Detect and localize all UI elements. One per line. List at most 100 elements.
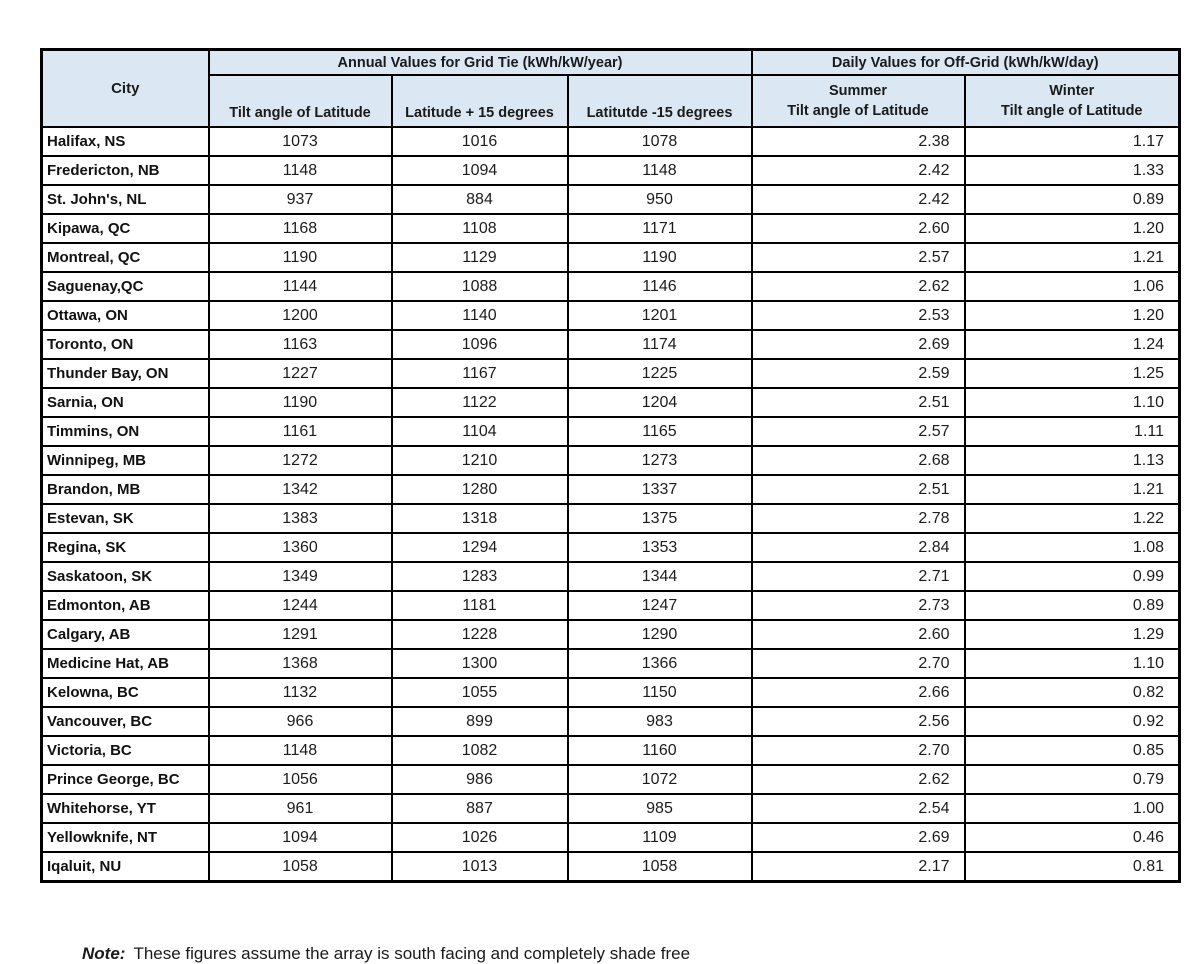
column-header-latitude-plus-15: Latitude + 15 degrees (390, 74, 569, 128)
table-header: City Annual Values for Grid Tie (kWh/kW/… (40, 48, 1181, 128)
city-cell: Saguenay,QC (40, 271, 210, 302)
table-row: Whitehorse, YT 961 887 985 2.54 1.00 (40, 793, 1181, 824)
value-cell: 2.62 (750, 271, 966, 302)
value-cell: 0.81 (963, 851, 1181, 883)
value-cell: 2.71 (750, 561, 966, 592)
city-cell: Calgary, AB (40, 619, 210, 650)
value-cell: 961 (207, 793, 393, 824)
value-cell: 1.08 (963, 532, 1181, 563)
table-row: Halifax, NS 1073 1016 1078 2.38 1.17 (40, 126, 1181, 157)
value-cell: 1.29 (963, 619, 1181, 650)
value-cell: 0.79 (963, 764, 1181, 795)
column-header-latitude-minus-15: Latitutde -15 degrees (566, 74, 753, 128)
table-row: Saskatoon, SK 1349 1283 1344 2.71 0.99 (40, 561, 1181, 592)
value-cell: 1294 (390, 532, 569, 563)
table-row: Kipawa, QC 1168 1108 1171 2.60 1.20 (40, 213, 1181, 244)
table-row: Ottawa, ON 1200 1140 1201 2.53 1.20 (40, 300, 1181, 331)
value-cell: 1096 (390, 329, 569, 360)
column-header-winter: Winter Tilt angle of Latitude (963, 74, 1181, 128)
value-cell: 1140 (390, 300, 569, 331)
value-cell: 1272 (207, 445, 393, 476)
value-cell: 2.70 (750, 735, 966, 766)
table-row: Kelowna, BC 1132 1055 1150 2.66 0.82 (40, 677, 1181, 708)
value-cell: 1160 (566, 735, 753, 766)
value-cell: 1171 (566, 213, 753, 244)
value-cell: 1058 (207, 851, 393, 883)
summer-label: Summer (828, 83, 888, 99)
value-cell: 1353 (566, 532, 753, 563)
value-cell: 1144 (207, 271, 393, 302)
value-cell: 2.51 (750, 474, 966, 505)
value-cell: 1.10 (963, 648, 1181, 679)
value-cell: 986 (390, 764, 569, 795)
value-cell: 1200 (207, 300, 393, 331)
value-cell: 1247 (566, 590, 753, 621)
value-cell: 1.20 (963, 213, 1181, 244)
value-cell: 1.21 (963, 242, 1181, 273)
city-cell: Thunder Bay, ON (40, 358, 210, 389)
value-cell: 1244 (207, 590, 393, 621)
footnote-text: These figures assume the array is south … (133, 944, 691, 963)
value-cell: 1.06 (963, 271, 1181, 302)
value-cell: 1056 (207, 764, 393, 795)
footnote-prefix: Note: (82, 944, 126, 963)
table-row: Toronto, ON 1163 1096 1174 2.69 1.24 (40, 329, 1181, 360)
value-cell: 0.89 (963, 184, 1181, 215)
value-cell: 2.84 (750, 532, 966, 563)
value-cell: 2.51 (750, 387, 966, 418)
value-cell: 1088 (390, 271, 569, 302)
city-cell: Edmonton, AB (40, 590, 210, 621)
value-cell: 937 (207, 184, 393, 215)
city-cell: Victoria, BC (40, 735, 210, 766)
value-cell: 1280 (390, 474, 569, 505)
column-header-city: City (40, 48, 210, 128)
column-header-summer: Summer Tilt angle of Latitude (750, 74, 966, 128)
footnote: Note: These figures assume the array is s… (82, 944, 690, 964)
value-cell: 983 (566, 706, 753, 737)
table-row: Fredericton, NB 1148 1094 1148 2.42 1.33 (40, 155, 1181, 186)
value-cell: 2.42 (750, 155, 966, 186)
table-row: Saguenay,QC 1144 1088 1146 2.62 1.06 (40, 271, 1181, 302)
city-cell: Kipawa, QC (40, 213, 210, 244)
value-cell: 1161 (207, 416, 393, 447)
value-cell: 1368 (207, 648, 393, 679)
value-cell: 1342 (207, 474, 393, 505)
value-cell: 0.85 (963, 735, 1181, 766)
value-cell: 1344 (566, 561, 753, 592)
table-row: Calgary, AB 1291 1228 1290 2.60 1.29 (40, 619, 1181, 650)
value-cell: 2.62 (750, 764, 966, 795)
summer-sublabel: Tilt angle of Latitude (787, 103, 929, 119)
value-cell: 1318 (390, 503, 569, 534)
value-cell: 1225 (566, 358, 753, 389)
table-body: Halifax, NS 1073 1016 1078 2.38 1.17 Frederict… (40, 126, 1181, 883)
value-cell: 2.68 (750, 445, 966, 476)
value-cell: 0.99 (963, 561, 1181, 592)
table-row: Yellowknife, NT 1094 1026 1109 2.69 0.46 (40, 822, 1181, 853)
value-cell: 1016 (390, 126, 569, 157)
group-header-annual-grid-tie: Annual Values for Grid Tie (kWh/kW/year) (207, 48, 753, 76)
value-cell: 2.42 (750, 184, 966, 215)
table-row: Medicine Hat, AB 1368 1300 1366 2.70 1.10 (40, 648, 1181, 679)
table-row: Estevan, SK 1383 1318 1375 2.78 1.22 (40, 503, 1181, 534)
city-cell: Winnipeg, MB (40, 445, 210, 476)
column-header-tilt-latitude: Tilt angle of Latitude (207, 74, 393, 128)
value-cell: 2.56 (750, 706, 966, 737)
value-cell: 1013 (390, 851, 569, 883)
value-cell: 1227 (207, 358, 393, 389)
value-cell: 1165 (566, 416, 753, 447)
city-cell: Estevan, SK (40, 503, 210, 534)
value-cell: 1109 (566, 822, 753, 853)
value-cell: 1337 (566, 474, 753, 505)
value-cell: 1072 (566, 764, 753, 795)
winter-sublabel: Tilt angle of Latitude (1000, 103, 1143, 119)
value-cell: 1.00 (963, 793, 1181, 824)
value-cell: 1094 (390, 155, 569, 186)
value-cell: 1078 (566, 126, 753, 157)
table-row: Montreal, QC 1190 1129 1190 2.57 1.21 (40, 242, 1181, 273)
city-cell: Kelowna, BC (40, 677, 210, 708)
city-cell: Whitehorse, YT (40, 793, 210, 824)
value-cell: 1.22 (963, 503, 1181, 534)
solar-values-table-container: City Annual Values for Grid Tie (kWh/kW/… (40, 48, 1181, 963)
city-cell: Yellowknife, NT (40, 822, 210, 853)
value-cell: 1174 (566, 329, 753, 360)
